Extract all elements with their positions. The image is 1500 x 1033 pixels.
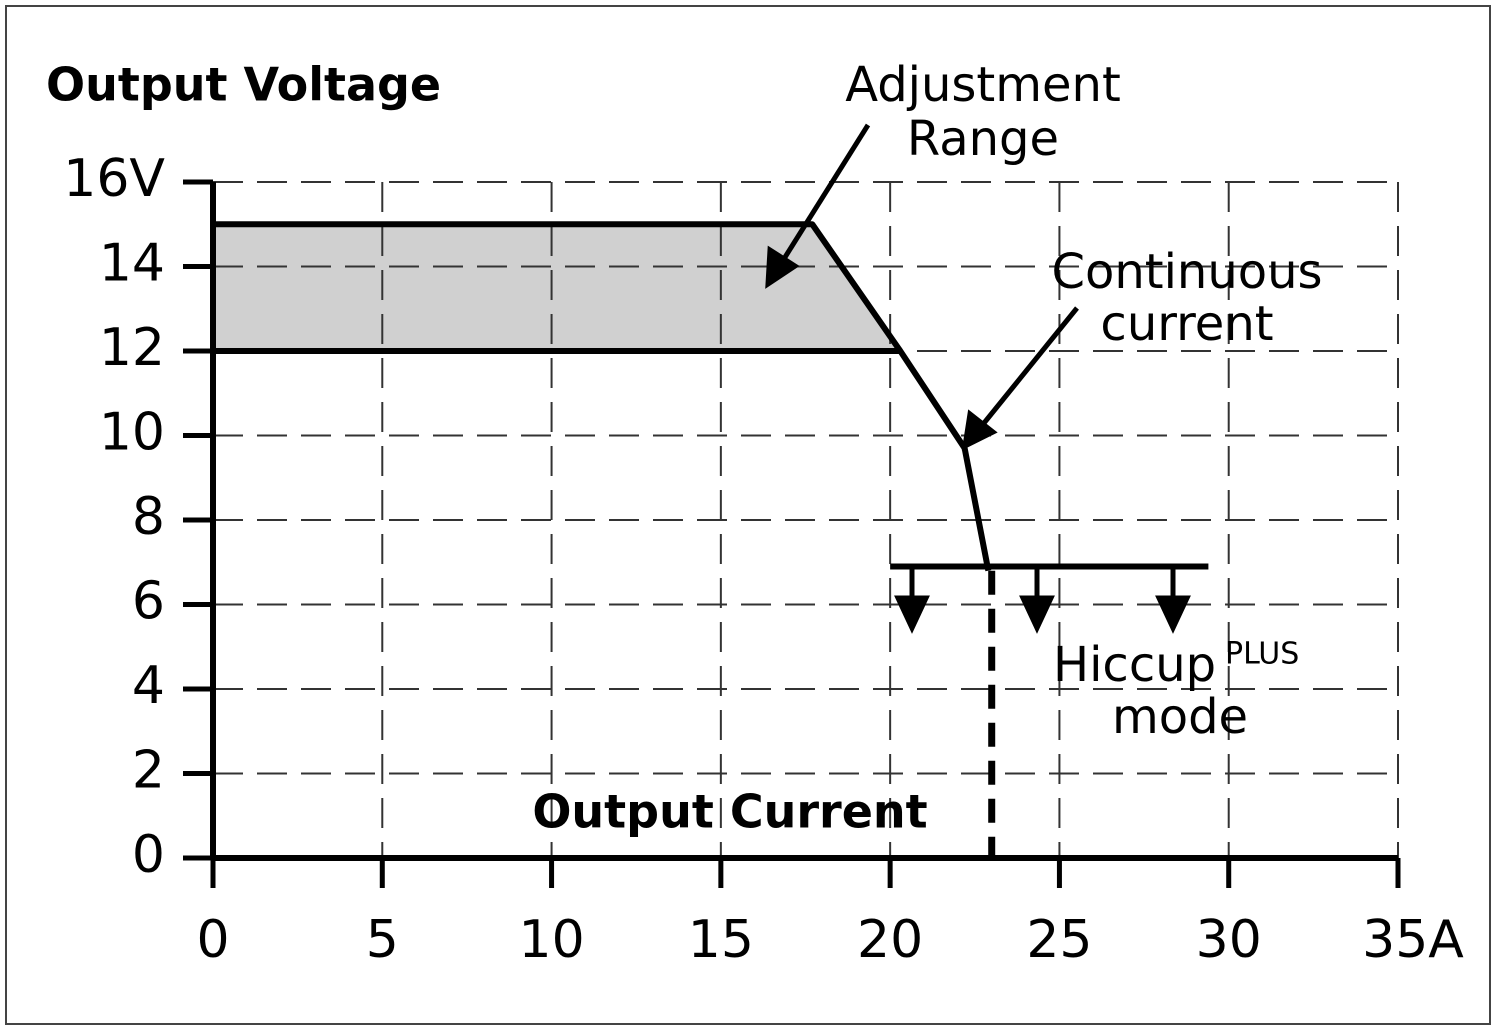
x-tick-label: 25 bbox=[1026, 910, 1092, 970]
x-tick-label: 30 bbox=[1196, 910, 1262, 970]
annotation: Adjustment bbox=[845, 57, 1121, 113]
x-tick-label: 35A bbox=[1362, 910, 1464, 970]
annotation-superscript: PLUS bbox=[1225, 637, 1299, 672]
annotation: current bbox=[1100, 296, 1273, 352]
y-tick-label: 12 bbox=[99, 318, 165, 378]
arrow bbox=[978, 306, 1079, 430]
arrowhead bbox=[1019, 595, 1055, 634]
y-tick-label: 10 bbox=[99, 403, 165, 463]
arrowhead bbox=[1155, 595, 1191, 634]
x-tick-label: 10 bbox=[518, 910, 584, 970]
annotation: Hiccup bbox=[1053, 637, 1216, 693]
x-tick-label: 5 bbox=[366, 910, 399, 970]
plot-layers: 0 2 4 6 8 10 12 14 16V 0 5 10 15 20 25 30 35A bbox=[63, 149, 1464, 970]
y-tick-label: 0 bbox=[132, 825, 165, 885]
frame bbox=[5, 5, 1491, 1025]
y-tick-label: 8 bbox=[132, 487, 165, 547]
x-axis-label: Output Current bbox=[532, 785, 927, 839]
arrow bbox=[779, 123, 871, 264]
annotation: mode bbox=[1112, 689, 1248, 745]
arrowhead bbox=[961, 409, 998, 451]
arrowhead bbox=[894, 595, 930, 634]
y-tick-label: 16V bbox=[63, 149, 165, 209]
y-tick-label: 6 bbox=[132, 572, 165, 632]
annotation-arrows bbox=[765, 123, 1191, 634]
annotation: Range bbox=[907, 111, 1059, 167]
x-tick-label: 20 bbox=[857, 910, 923, 970]
x-tick-label: 15 bbox=[688, 910, 754, 970]
x-tick-label: 0 bbox=[196, 910, 229, 970]
y-tick-label: 4 bbox=[132, 656, 165, 716]
y-tick-label: 14 bbox=[99, 234, 165, 294]
adjustment-band bbox=[213, 224, 901, 351]
annotation: Continuous bbox=[1051, 244, 1322, 300]
y-tick-label: 2 bbox=[132, 741, 165, 801]
y-axis-label: Output Voltage bbox=[46, 58, 441, 112]
arrowhead bbox=[765, 245, 800, 289]
